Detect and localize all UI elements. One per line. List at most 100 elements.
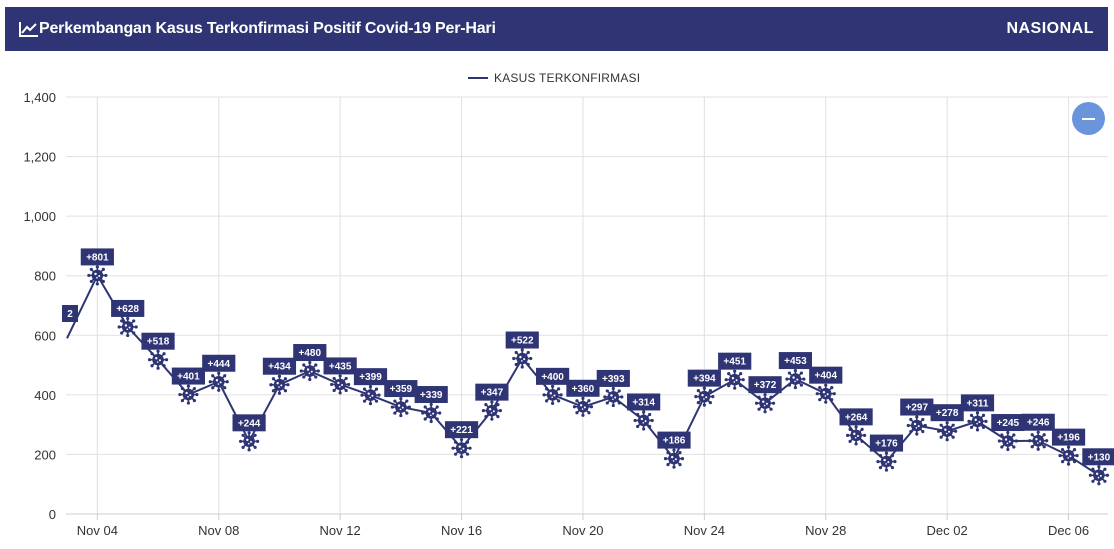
- virus-icon[interactable]: [937, 421, 958, 442]
- virus-icon[interactable]: [451, 438, 472, 459]
- svg-text:+311: +311: [967, 398, 989, 409]
- y-tick-label: 800: [34, 269, 56, 284]
- virus-icon[interactable]: [269, 374, 290, 395]
- svg-text:+245: +245: [997, 418, 1020, 429]
- virus-icon[interactable]: [208, 371, 229, 392]
- svg-text:+314: +314: [632, 397, 655, 408]
- virus-icon[interactable]: [421, 402, 442, 424]
- svg-text:+176: +176: [875, 439, 898, 450]
- svg-text:+278: +278: [936, 408, 959, 419]
- svg-text:+399: +399: [359, 372, 382, 383]
- y-gridlines: [66, 96, 1108, 515]
- minus-icon: [1082, 118, 1095, 120]
- svg-text:+196: +196: [1057, 433, 1080, 444]
- svg-text:+130: +130: [1088, 452, 1111, 463]
- svg-text:+244: +244: [238, 418, 261, 429]
- virus-icon[interactable]: [997, 430, 1018, 452]
- reset-zoom-button[interactable]: [1072, 102, 1105, 135]
- virus-icon[interactable]: [299, 360, 320, 382]
- virus-icon[interactable]: [117, 316, 138, 338]
- virus-icon[interactable]: [1028, 430, 1049, 451]
- svg-text:+451: +451: [723, 357, 746, 368]
- svg-text:+522: +522: [511, 336, 534, 347]
- region-label: NASIONAL: [1006, 20, 1094, 37]
- data-label: +130: [1082, 448, 1114, 466]
- virus-icon[interactable]: [815, 383, 836, 404]
- virus-icon[interactable]: [87, 265, 108, 286]
- y-tick-label: 1,000: [23, 209, 56, 224]
- virus-icon[interactable]: [785, 368, 806, 390]
- data-label: +360: [566, 379, 600, 397]
- virus-icon[interactable]: [663, 448, 685, 469]
- series-line-partial: [66, 274, 99, 339]
- virus-icon[interactable]: [1088, 465, 1109, 486]
- data-label: +480: [293, 344, 327, 362]
- virus-icon[interactable]: [967, 411, 988, 432]
- data-label: +393: [596, 369, 630, 387]
- virus-icon[interactable]: [694, 386, 715, 407]
- virus-icon[interactable]: [906, 415, 927, 436]
- data-label: +518: [141, 332, 175, 350]
- series-kasus-terkonfirmasi: [66, 274, 1100, 477]
- virus-icon[interactable]: [481, 400, 502, 421]
- virus-icon[interactable]: [633, 410, 654, 431]
- virus-icon[interactable]: [178, 384, 199, 405]
- data-label: +278: [930, 404, 964, 422]
- x-tick-label: Nov 24: [684, 523, 725, 538]
- virus-icon[interactable]: [330, 374, 351, 395]
- y-tick-label: 1,200: [23, 150, 56, 165]
- svg-text:+186: +186: [663, 436, 686, 447]
- data-label: +434: [262, 357, 297, 375]
- data-label: +264: [839, 408, 873, 426]
- svg-text:+347: +347: [481, 388, 504, 399]
- data-label-partial: 2: [62, 305, 78, 322]
- svg-text:+394: +394: [693, 374, 716, 385]
- x-tick-label: Nov 12: [320, 523, 361, 538]
- y-tick-label: 1,400: [23, 90, 56, 105]
- svg-text:+404: +404: [814, 371, 837, 382]
- y-tick-label: 200: [34, 447, 56, 462]
- virus-icon[interactable]: [846, 425, 867, 446]
- virus-icon[interactable]: [1058, 445, 1079, 466]
- y-tick-label: 400: [34, 388, 56, 403]
- data-label: +399: [353, 368, 388, 386]
- legend-label: KASUS TERKONFIRMASI: [494, 71, 641, 85]
- x-tick-label: Nov 08: [198, 523, 239, 538]
- virus-icon[interactable]: [876, 451, 897, 472]
- svg-text:+434: +434: [268, 362, 291, 373]
- x-gridlines: [96, 97, 1070, 514]
- data-label: +186: [657, 431, 691, 449]
- svg-text:+393: +393: [602, 374, 625, 385]
- virus-icon[interactable]: [603, 386, 624, 408]
- chart-legend[interactable]: KASUS TERKONFIRMASI: [468, 69, 640, 87]
- data-label: +221: [444, 421, 479, 439]
- svg-text:+264: +264: [845, 412, 868, 423]
- virus-icon[interactable]: [512, 348, 533, 369]
- y-tick-label: 0: [49, 507, 56, 522]
- virus-icon[interactable]: [390, 396, 411, 418]
- data-label: +453: [778, 352, 812, 370]
- data-label: +444: [202, 354, 236, 372]
- data-label: +245: [991, 414, 1025, 432]
- virus-icon[interactable]: [239, 431, 260, 452]
- data-label: +176: [869, 434, 904, 452]
- data-label: +297: [900, 398, 934, 416]
- virus-icon[interactable]: [360, 385, 381, 406]
- virus-icon[interactable]: [572, 396, 594, 417]
- virus-icon[interactable]: [147, 349, 169, 370]
- data-label: +359: [384, 380, 418, 398]
- x-tick-label: Dec 02: [927, 523, 968, 538]
- x-tick-label: Dec 06: [1048, 523, 1089, 538]
- virus-icon[interactable]: [724, 369, 745, 390]
- data-markers: [87, 265, 1109, 486]
- x-tick-label: Nov 28: [805, 523, 846, 538]
- svg-text:+401: +401: [177, 372, 200, 383]
- svg-text:+480: +480: [299, 348, 322, 359]
- virus-icon[interactable]: [754, 393, 776, 414]
- virus-icon[interactable]: [542, 384, 563, 405]
- data-label: +244: [232, 414, 266, 432]
- x-tick-label: Nov 16: [441, 523, 482, 538]
- data-label: +451: [718, 352, 752, 370]
- data-label: +246: [1021, 413, 1055, 431]
